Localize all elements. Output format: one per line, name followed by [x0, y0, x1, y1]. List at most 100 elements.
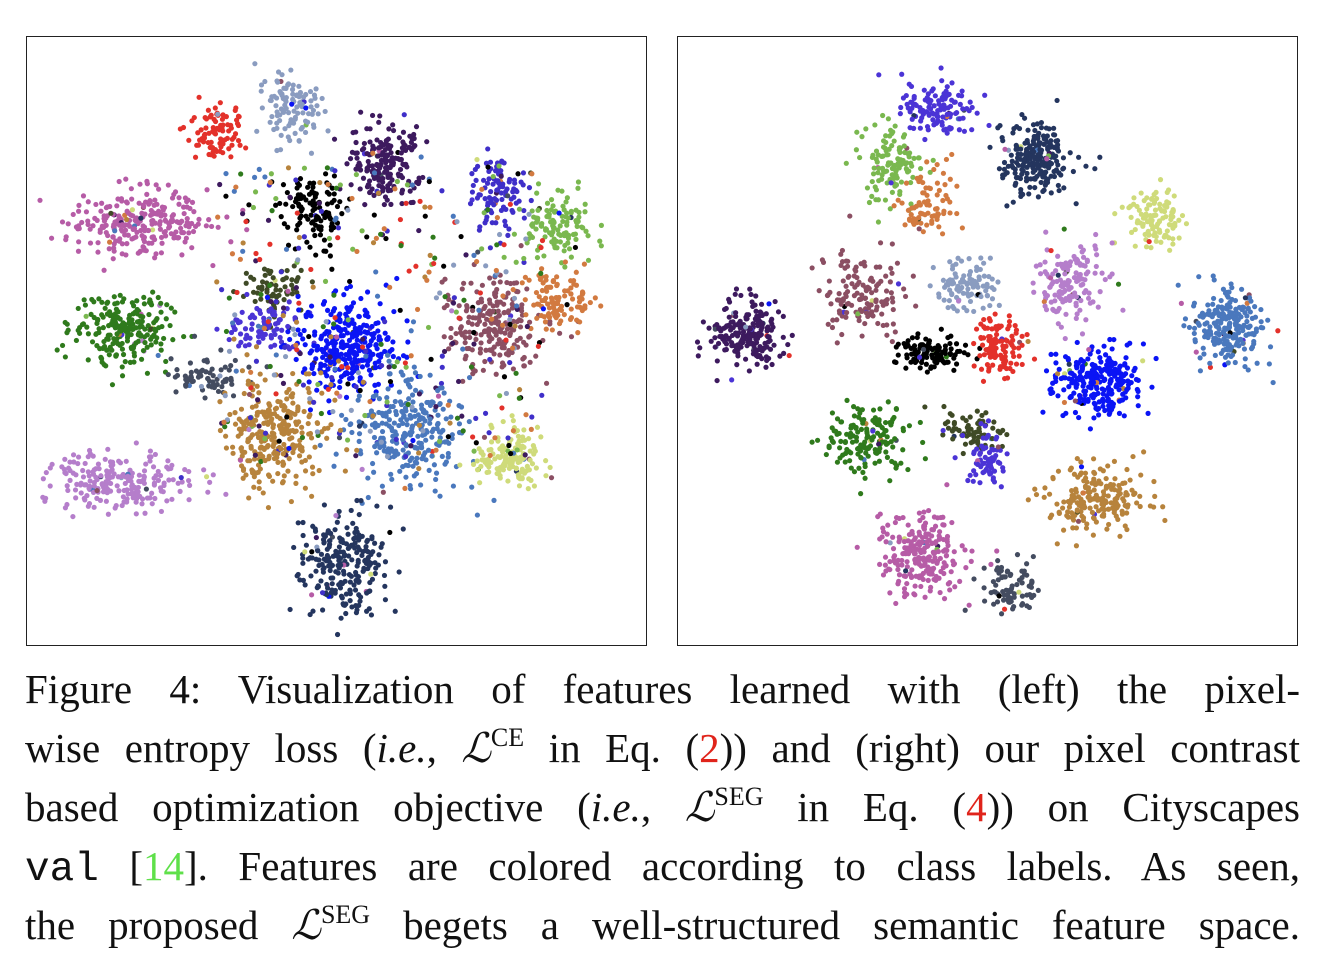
scatter-point	[959, 88, 965, 94]
scatter-point	[1043, 179, 1049, 185]
scatter-point	[348, 344, 354, 350]
scatter-point	[408, 328, 414, 334]
scatter-point	[368, 571, 374, 577]
scatter-point	[384, 395, 390, 401]
scatter-point	[414, 455, 420, 461]
scatter-point	[505, 232, 511, 238]
scatter-point	[122, 232, 128, 238]
scatter-point	[269, 94, 275, 100]
scatter-point	[471, 341, 477, 347]
scatter-point	[374, 503, 380, 509]
scatter-point	[1258, 319, 1264, 325]
scatter-point	[528, 477, 534, 483]
scatter-point	[1041, 171, 1048, 177]
scatter-point	[949, 151, 955, 158]
scatter-point	[349, 429, 355, 436]
scatter-point	[373, 565, 379, 571]
scatter-point	[368, 338, 374, 344]
scatter-point	[187, 482, 193, 488]
scatter-point	[1051, 132, 1057, 138]
scatter-point	[1242, 356, 1248, 362]
scatter-point	[129, 300, 135, 306]
scatter-point	[101, 267, 107, 273]
scatter-point	[522, 437, 528, 443]
scatter-point	[372, 364, 379, 371]
scatter-point	[188, 369, 194, 375]
scatter-point	[353, 129, 359, 135]
scatter-point	[524, 286, 530, 292]
scatter-point	[501, 310, 507, 316]
scatter-point	[65, 327, 71, 333]
scatter-point	[1191, 300, 1198, 306]
scatter-point	[1140, 221, 1146, 227]
scatter-point	[141, 468, 148, 474]
scatter-point	[189, 378, 195, 385]
scatter-point	[137, 478, 144, 485]
scatter-point	[859, 333, 865, 339]
scatter-point	[938, 105, 944, 111]
scatter-point	[1202, 334, 1208, 340]
scatter-point	[1001, 166, 1007, 172]
scatter-point	[168, 356, 174, 362]
scatter-point	[265, 217, 272, 223]
scatter-point	[877, 240, 884, 246]
scatter-point	[205, 139, 211, 146]
scatter-point	[158, 234, 165, 241]
scatter-point	[559, 188, 565, 194]
scatter-point	[331, 173, 338, 179]
scatter-point	[561, 207, 567, 213]
scatter-point	[302, 582, 308, 588]
scatter-point	[477, 192, 483, 198]
scatter-point	[538, 244, 544, 251]
scatter-point	[322, 362, 328, 368]
scatter-point	[111, 336, 117, 342]
scatter-point	[64, 483, 70, 489]
scatter-point	[279, 403, 285, 409]
scatter-point	[294, 347, 300, 353]
scatter-point	[1055, 182, 1061, 189]
scatter-point	[473, 177, 479, 183]
scatter-point	[284, 268, 290, 274]
scatter-point	[469, 321, 475, 327]
scatter-point	[111, 294, 117, 300]
scatter-point	[285, 408, 291, 414]
scatter-point	[538, 270, 544, 276]
scatter-point	[934, 180, 941, 186]
scatter-point	[389, 476, 395, 482]
scatter-point	[380, 489, 386, 495]
scatter-point	[859, 134, 865, 140]
scatter-point	[322, 278, 329, 284]
scatter-point	[363, 348, 369, 354]
scatter-point	[935, 211, 941, 217]
scatter-point	[1061, 185, 1067, 191]
scatter-point	[176, 234, 182, 241]
scatter-point	[550, 203, 556, 209]
scatter-point	[510, 418, 516, 424]
scatter-point	[562, 259, 568, 265]
scatter-point	[375, 190, 382, 196]
scatter-point	[1201, 328, 1208, 334]
scatter-point	[97, 497, 104, 503]
scatter-point	[353, 569, 359, 576]
scatter-point	[916, 226, 922, 232]
scatter-point	[582, 305, 588, 311]
scatter-point	[836, 297, 843, 303]
scatter-point	[106, 309, 113, 315]
scatter-point	[969, 127, 975, 133]
scatter-point	[1212, 352, 1218, 358]
scatter-point	[253, 358, 260, 364]
scatter-point	[1222, 354, 1229, 360]
scatter-point	[825, 292, 831, 298]
scatter-point	[949, 97, 955, 103]
scatter-point	[478, 340, 484, 346]
scatter-point	[119, 346, 126, 352]
scatter-point	[880, 112, 886, 119]
scatter-point	[73, 495, 79, 501]
scatter-point	[147, 458, 153, 464]
scatter-point	[1097, 154, 1103, 160]
scatter-point	[695, 353, 701, 359]
scatter-point	[908, 83, 915, 90]
scatter-point	[573, 269, 579, 275]
scatter-point	[408, 443, 414, 449]
scatter-point	[407, 429, 413, 436]
